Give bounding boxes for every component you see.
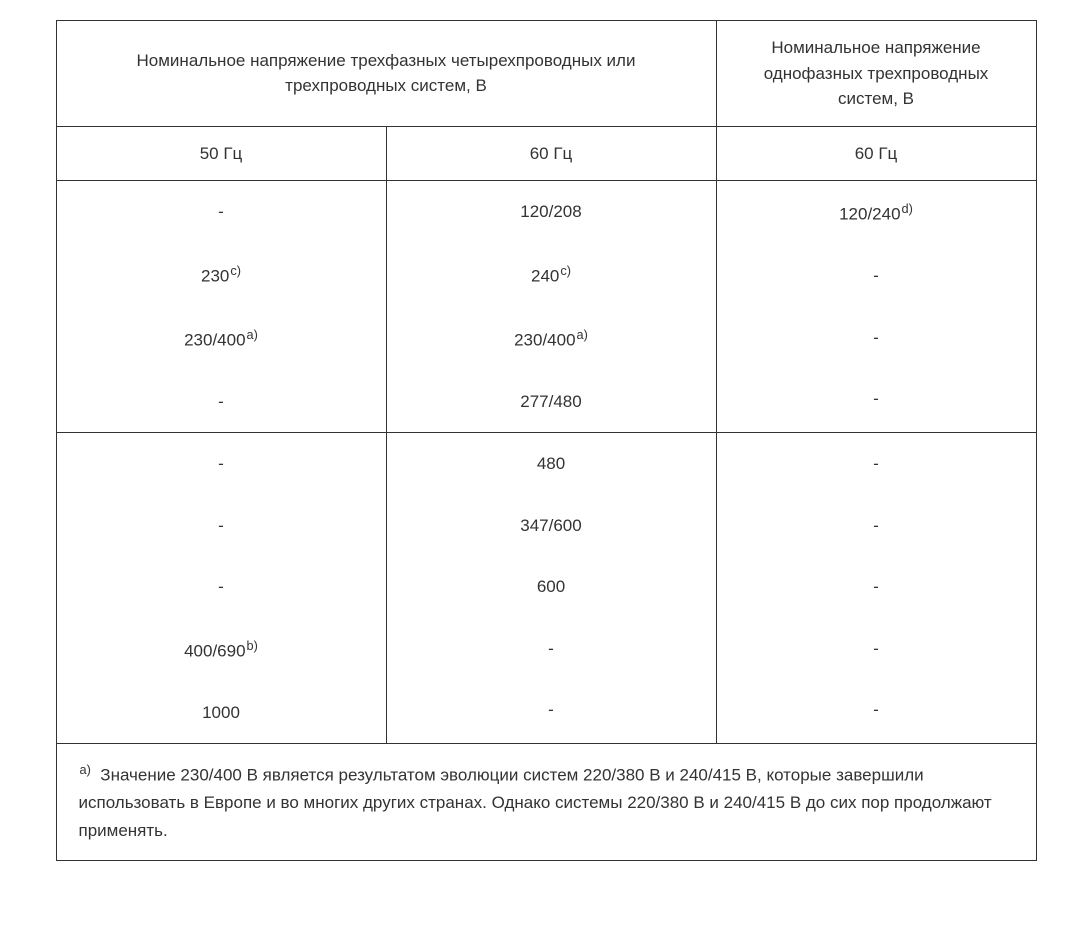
value-text: 230: [201, 266, 229, 285]
value-text: 600: [537, 577, 565, 596]
value-text: -: [873, 700, 879, 719]
value-text: 1000: [202, 703, 240, 722]
data-value: 600: [387, 556, 716, 618]
value-text: -: [218, 454, 224, 473]
value-text: 230/400: [514, 330, 575, 349]
group2-col1: - - - 400/690b) 1000: [56, 433, 386, 744]
data-value: -: [717, 495, 1036, 557]
data-value: 120/208: [387, 181, 716, 243]
header-three-phase: Номинальное напряжение трехфазных четыре…: [56, 21, 716, 127]
value-text: -: [873, 266, 879, 285]
group2-col3-stack: - - - - -: [717, 433, 1036, 741]
value-text: -: [218, 392, 224, 411]
header-row: Номинальное напряжение трехфазных четыре…: [56, 21, 1036, 127]
value-text: -: [218, 577, 224, 596]
sub-header-col2: 60 Гц: [386, 126, 716, 181]
value-text: 480: [537, 454, 565, 473]
data-value: -: [717, 618, 1036, 680]
value-text: -: [548, 639, 554, 658]
data-value: 480: [387, 433, 716, 495]
value-superscript: a): [576, 327, 588, 342]
value-text: -: [218, 516, 224, 535]
sub-header-col3: 60 Гц: [716, 126, 1036, 181]
value-text: -: [873, 328, 879, 347]
header-single-phase: Номинальное напряжение однофазных трехпр…: [716, 21, 1036, 127]
value-superscript: a): [246, 327, 258, 342]
data-value: -: [717, 245, 1036, 307]
value-text: 347/600: [520, 516, 581, 535]
data-value: -: [387, 618, 716, 680]
group1-col1: -230c)230/400a)-: [56, 181, 386, 433]
data-value: 230/400a): [387, 307, 716, 371]
data-value: 1000: [57, 682, 386, 744]
value-text: 120/208: [520, 202, 581, 221]
value-text: 240: [531, 266, 559, 285]
data-value: -: [57, 495, 386, 557]
data-group-2: - - - 400/690b) 1000 480 347/600 600 - - - - - - -: [56, 433, 1036, 744]
data-value: -: [717, 368, 1036, 430]
group1-col3: 120/240d) - - -: [716, 181, 1036, 433]
data-value: 277/480: [387, 371, 716, 433]
voltage-table-container: Номинальное напряжение трехфазных четыре…: [56, 20, 1036, 861]
data-value: -: [717, 556, 1036, 618]
value-text: -: [218, 202, 224, 221]
group2-col2: 480 347/600 600 - -: [386, 433, 716, 744]
data-value: 230/400a): [57, 307, 386, 371]
sub-header-row: 50 Гц 60 Гц 60 Гц: [56, 126, 1036, 181]
value-superscript: b): [246, 638, 258, 653]
value-text: 277/480: [520, 392, 581, 411]
value-text: -: [873, 577, 879, 596]
voltage-table: Номинальное напряжение трехфазных четыре…: [56, 20, 1037, 861]
data-value: -: [717, 307, 1036, 369]
group2-col2-stack: 480 347/600 600 - -: [387, 433, 716, 741]
footnote-cell: a) Значение 230/400 В является результат…: [56, 744, 1036, 860]
value-text: -: [873, 516, 879, 535]
value-text: -: [873, 389, 879, 408]
data-group-1: -230c)230/400a)- 120/208240c)230/400a)27…: [56, 181, 1036, 433]
data-value: 400/690b): [57, 618, 386, 682]
group2-col3: - - - - -: [716, 433, 1036, 744]
value-text: 230/400: [184, 330, 245, 349]
sub-header-col1: 50 Гц: [56, 126, 386, 181]
value-text: -: [548, 700, 554, 719]
value-text: 120/240: [839, 205, 900, 224]
data-value: -: [387, 679, 716, 741]
data-value: 120/240d): [717, 181, 1036, 245]
data-value: -: [717, 679, 1036, 741]
value-text: 400/690: [184, 641, 245, 660]
data-value: -: [57, 556, 386, 618]
footnote-row: a) Значение 230/400 В является результат…: [56, 744, 1036, 860]
data-value: 230c): [57, 243, 386, 307]
group1-col2: 120/208240c)230/400a)277/480: [386, 181, 716, 433]
value-superscript: d): [901, 201, 913, 216]
data-value: -: [57, 371, 386, 433]
group1-col2-stack: 120/208240c)230/400a)277/480: [387, 181, 716, 432]
value-text: -: [873, 639, 879, 658]
value-text: -: [873, 454, 879, 473]
data-value: -: [57, 433, 386, 495]
data-value: -: [57, 181, 386, 243]
data-value: 240c): [387, 243, 716, 307]
data-value: -: [717, 433, 1036, 495]
footnote-marker: a): [79, 762, 91, 777]
value-superscript: c): [229, 263, 241, 278]
group2-col1-stack: - - - 400/690b) 1000: [57, 433, 386, 743]
group1-col3-stack: 120/240d) - - -: [717, 181, 1036, 430]
data-value: 347/600: [387, 495, 716, 557]
footnote-text: Значение 230/400 В является результатом …: [79, 766, 992, 839]
group1-col1-stack: -230c)230/400a)-: [57, 181, 386, 432]
value-superscript: c): [559, 263, 571, 278]
